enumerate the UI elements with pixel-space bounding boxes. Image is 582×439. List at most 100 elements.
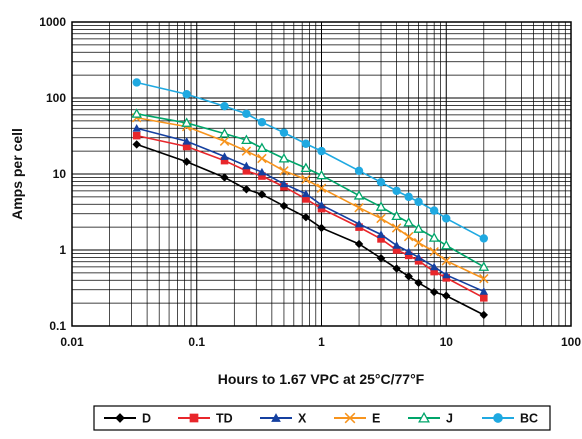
legend-label-bc: BC — [520, 412, 538, 426]
data-point-j — [413, 223, 424, 233]
data-point-td — [430, 267, 438, 276]
data-point-d — [220, 173, 229, 182]
x-tick-label: 0.01 — [60, 335, 84, 349]
legend-item-x: X — [260, 412, 307, 426]
data-point-x — [354, 219, 364, 228]
x-tick-label: 1 — [318, 335, 325, 349]
data-point-bc — [414, 197, 423, 207]
data-point-bc — [279, 128, 289, 137]
legend-marker-bc — [493, 413, 503, 423]
data-point-e — [279, 166, 289, 176]
data-point-bc — [182, 90, 191, 99]
y-tick-label: 100 — [46, 91, 66, 105]
data-point-d — [376, 254, 386, 263]
data-point-x — [317, 200, 326, 209]
x-tick-label: 100 — [561, 335, 581, 349]
legend-frame — [93, 405, 551, 431]
x-tick-label: 10 — [440, 335, 454, 349]
data-point-x — [392, 241, 401, 249]
data-point-bc — [376, 178, 386, 187]
data-point-d — [479, 310, 489, 320]
legend-marker-d — [115, 413, 125, 423]
data-point-j — [403, 216, 415, 227]
data-point-j — [300, 162, 312, 172]
data-point-x — [257, 167, 267, 176]
data-point-j — [478, 261, 490, 271]
series-line-d — [136, 143, 485, 316]
data-point-bc — [220, 102, 229, 111]
data-point-e — [219, 136, 230, 146]
series-layer — [131, 78, 490, 320]
legend-item-td: TD — [178, 412, 233, 426]
data-point-td — [302, 195, 310, 203]
data-point-bc — [354, 166, 364, 176]
legend-marker-x — [271, 413, 281, 422]
data-point-j — [219, 128, 230, 138]
data-point-bc — [392, 186, 401, 196]
data-point-x — [242, 161, 251, 170]
data-point-bc — [404, 192, 413, 202]
legend-marker-j — [418, 411, 430, 423]
series-x — [132, 124, 489, 295]
data-point-j — [391, 210, 402, 221]
data-point-td — [132, 131, 141, 140]
data-point-d — [414, 278, 423, 288]
y-tick-label: 10 — [53, 167, 67, 181]
data-point-td — [242, 167, 251, 175]
data-point-j — [278, 152, 290, 163]
data-point-x — [429, 262, 439, 271]
data-point-bc — [479, 234, 489, 243]
data-point-x — [479, 287, 489, 295]
data-point-bc — [317, 146, 326, 156]
data-point-td — [414, 257, 423, 265]
data-point-d — [132, 140, 141, 149]
data-point-x — [279, 179, 289, 188]
data-point-j — [353, 190, 365, 200]
series-bc — [132, 78, 489, 243]
data-point-x — [132, 124, 141, 132]
data-point-e — [429, 246, 439, 257]
data-point-j — [440, 239, 452, 250]
data-point-td — [258, 172, 266, 180]
y-tick-label: 1 — [59, 243, 66, 257]
data-point-e — [479, 273, 489, 284]
data-point-e — [354, 202, 364, 213]
data-point-j — [181, 117, 192, 127]
legend-item-bc: BC — [482, 412, 538, 426]
data-point-bc — [429, 206, 439, 215]
legend: D TD X E J BC — [93, 405, 551, 431]
data-point-j — [131, 108, 142, 118]
data-point-x — [301, 189, 311, 198]
data-point-d — [301, 213, 311, 222]
data-point-j — [428, 232, 440, 242]
data-point-j — [375, 201, 387, 211]
data-point-td — [317, 204, 326, 213]
x-axis-title: Hours to 1.67 VPC at 25°C/77°F — [218, 371, 425, 387]
data-point-j — [316, 169, 327, 180]
series-d — [132, 140, 489, 320]
data-point-e — [316, 183, 327, 193]
x-tick-label: 0.1 — [188, 335, 205, 349]
data-point-e — [376, 213, 386, 224]
plot-frame — [71, 21, 572, 327]
data-point-e — [413, 237, 424, 248]
data-point-d — [242, 185, 251, 194]
data-point-bc — [301, 139, 311, 148]
legend-item-j: J — [408, 412, 453, 426]
data-point-d — [442, 291, 451, 300]
data-point-td — [404, 251, 413, 260]
legend-marker-e — [344, 412, 356, 424]
y-axis-title: Amps per cell — [9, 128, 25, 220]
data-point-td — [182, 142, 191, 151]
legend-item-d: D — [104, 412, 151, 426]
tick-labels: 0.01 0.1 1 10 100 1000 100 10 1 0.1 — [39, 15, 581, 349]
data-point-e — [241, 146, 252, 156]
data-point-e — [301, 174, 311, 185]
legend-marker-td — [189, 413, 199, 423]
y-tick-label: 0.1 — [49, 319, 66, 333]
data-point-d — [317, 223, 326, 233]
legend-label-d: D — [142, 412, 151, 426]
legend-label-td: TD — [216, 412, 233, 426]
